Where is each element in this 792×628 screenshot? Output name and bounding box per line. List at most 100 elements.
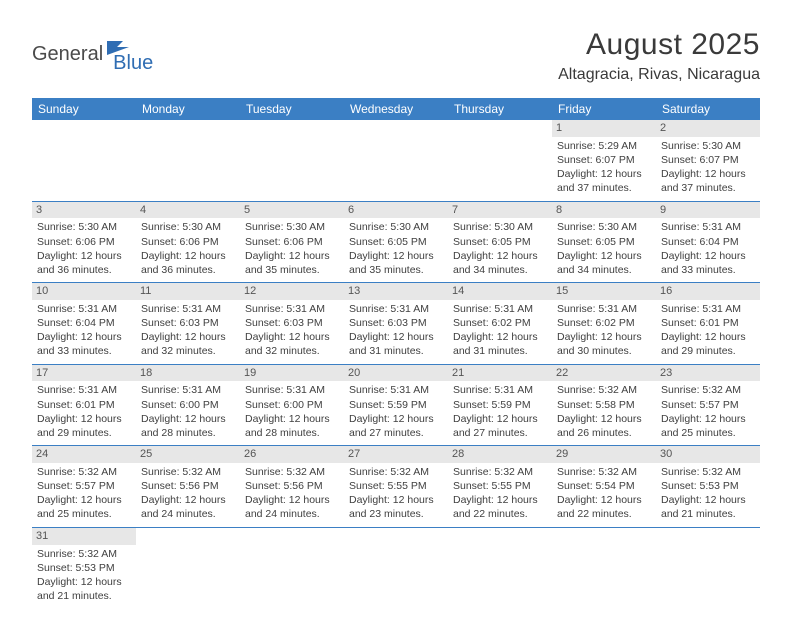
- calendar-row: 10Sunrise: 5:31 AMSunset: 6:04 PMDayligh…: [32, 283, 760, 365]
- calendar-row: 24Sunrise: 5:32 AMSunset: 5:57 PMDayligh…: [32, 446, 760, 528]
- day-number: 28: [448, 446, 552, 463]
- day-number: 15: [552, 283, 656, 300]
- cell-sunrise: Sunrise: 5:30 AM: [349, 220, 443, 234]
- cell-day1: Daylight: 12 hours: [557, 412, 651, 426]
- empty-cell: [32, 120, 136, 201]
- calendar-row: 3Sunrise: 5:30 AMSunset: 6:06 PMDaylight…: [32, 201, 760, 283]
- empty-cell: [136, 527, 240, 608]
- day-cell: 20Sunrise: 5:31 AMSunset: 5:59 PMDayligh…: [344, 364, 448, 446]
- day-cell: 13Sunrise: 5:31 AMSunset: 6:03 PMDayligh…: [344, 283, 448, 365]
- empty-cell: [344, 527, 448, 608]
- day-cell: 22Sunrise: 5:32 AMSunset: 5:58 PMDayligh…: [552, 364, 656, 446]
- cell-sunrise: Sunrise: 5:30 AM: [245, 220, 339, 234]
- day-number: 10: [32, 283, 136, 300]
- location-subtitle: Altagracia, Rivas, Nicaragua: [558, 66, 760, 84]
- cell-day2: and 30 minutes.: [557, 344, 651, 358]
- cell-sunrise: Sunrise: 5:32 AM: [37, 465, 131, 479]
- day-number: 11: [136, 283, 240, 300]
- cell-sunrise: Sunrise: 5:31 AM: [453, 383, 547, 397]
- day-cell: 29Sunrise: 5:32 AMSunset: 5:54 PMDayligh…: [552, 446, 656, 528]
- empty-cell: [448, 527, 552, 608]
- day-number: 1: [552, 120, 656, 137]
- cell-sunrise: Sunrise: 5:30 AM: [661, 139, 755, 153]
- day-cell: 2Sunrise: 5:30 AMSunset: 6:07 PMDaylight…: [656, 120, 760, 201]
- day-number: 21: [448, 365, 552, 382]
- cell-day1: Daylight: 12 hours: [453, 412, 547, 426]
- cell-sunrise: Sunrise: 5:32 AM: [453, 465, 547, 479]
- cell-day1: Daylight: 12 hours: [245, 330, 339, 344]
- cell-day2: and 22 minutes.: [557, 507, 651, 521]
- cell-sunrise: Sunrise: 5:30 AM: [557, 220, 651, 234]
- calendar-header-row: SundayMondayTuesdayWednesdayThursdayFrid…: [32, 98, 760, 120]
- cell-sunset: Sunset: 5:57 PM: [661, 398, 755, 412]
- day-cell: 25Sunrise: 5:32 AMSunset: 5:56 PMDayligh…: [136, 446, 240, 528]
- cell-day2: and 24 minutes.: [141, 507, 235, 521]
- logo: General Blue: [32, 34, 153, 75]
- cell-day2: and 35 minutes.: [245, 263, 339, 277]
- weekday-header: Thursday: [448, 98, 552, 120]
- day-cell: 23Sunrise: 5:32 AMSunset: 5:57 PMDayligh…: [656, 364, 760, 446]
- cell-day2: and 33 minutes.: [661, 263, 755, 277]
- cell-day2: and 33 minutes.: [37, 344, 131, 358]
- cell-day2: and 36 minutes.: [37, 263, 131, 277]
- cell-sunrise: Sunrise: 5:31 AM: [141, 383, 235, 397]
- cell-sunrise: Sunrise: 5:30 AM: [37, 220, 131, 234]
- cell-day2: and 32 minutes.: [245, 344, 339, 358]
- cell-sunrise: Sunrise: 5:31 AM: [37, 302, 131, 316]
- cell-day1: Daylight: 12 hours: [245, 249, 339, 263]
- empty-cell: [240, 120, 344, 201]
- day-number: 5: [240, 202, 344, 219]
- day-cell: 18Sunrise: 5:31 AMSunset: 6:00 PMDayligh…: [136, 364, 240, 446]
- day-cell: 26Sunrise: 5:32 AMSunset: 5:56 PMDayligh…: [240, 446, 344, 528]
- empty-cell: [656, 527, 760, 608]
- cell-day2: and 31 minutes.: [453, 344, 547, 358]
- day-cell: 28Sunrise: 5:32 AMSunset: 5:55 PMDayligh…: [448, 446, 552, 528]
- weekday-header: Sunday: [32, 98, 136, 120]
- cell-sunset: Sunset: 6:01 PM: [37, 398, 131, 412]
- day-cell: 6Sunrise: 5:30 AMSunset: 6:05 PMDaylight…: [344, 201, 448, 283]
- cell-day1: Daylight: 12 hours: [245, 493, 339, 507]
- cell-sunset: Sunset: 6:07 PM: [557, 153, 651, 167]
- cell-day1: Daylight: 12 hours: [349, 330, 443, 344]
- cell-sunrise: Sunrise: 5:32 AM: [141, 465, 235, 479]
- cell-sunrise: Sunrise: 5:32 AM: [661, 383, 755, 397]
- cell-sunset: Sunset: 6:05 PM: [557, 235, 651, 249]
- cell-day2: and 23 minutes.: [349, 507, 443, 521]
- cell-sunset: Sunset: 5:55 PM: [453, 479, 547, 493]
- cell-sunrise: Sunrise: 5:31 AM: [349, 383, 443, 397]
- cell-sunset: Sunset: 5:56 PM: [141, 479, 235, 493]
- cell-sunset: Sunset: 5:56 PM: [245, 479, 339, 493]
- cell-sunset: Sunset: 6:03 PM: [349, 316, 443, 330]
- cell-sunset: Sunset: 6:04 PM: [661, 235, 755, 249]
- day-cell: 1Sunrise: 5:29 AMSunset: 6:07 PMDaylight…: [552, 120, 656, 201]
- day-number: 23: [656, 365, 760, 382]
- cell-day2: and 22 minutes.: [453, 507, 547, 521]
- day-cell: 30Sunrise: 5:32 AMSunset: 5:53 PMDayligh…: [656, 446, 760, 528]
- weekday-header: Tuesday: [240, 98, 344, 120]
- cell-day1: Daylight: 12 hours: [37, 493, 131, 507]
- cell-sunset: Sunset: 6:00 PM: [141, 398, 235, 412]
- cell-day2: and 29 minutes.: [37, 426, 131, 440]
- cell-sunrise: Sunrise: 5:31 AM: [661, 220, 755, 234]
- cell-sunset: Sunset: 6:03 PM: [141, 316, 235, 330]
- day-cell: 12Sunrise: 5:31 AMSunset: 6:03 PMDayligh…: [240, 283, 344, 365]
- day-cell: 21Sunrise: 5:31 AMSunset: 5:59 PMDayligh…: [448, 364, 552, 446]
- day-cell: 5Sunrise: 5:30 AMSunset: 6:06 PMDaylight…: [240, 201, 344, 283]
- cell-sunset: Sunset: 6:06 PM: [245, 235, 339, 249]
- cell-day2: and 34 minutes.: [557, 263, 651, 277]
- day-cell: 9Sunrise: 5:31 AMSunset: 6:04 PMDaylight…: [656, 201, 760, 283]
- day-number: 2: [656, 120, 760, 137]
- day-cell: 15Sunrise: 5:31 AMSunset: 6:02 PMDayligh…: [552, 283, 656, 365]
- cell-day2: and 26 minutes.: [557, 426, 651, 440]
- day-cell: 14Sunrise: 5:31 AMSunset: 6:02 PMDayligh…: [448, 283, 552, 365]
- cell-sunset: Sunset: 6:03 PM: [245, 316, 339, 330]
- cell-day1: Daylight: 12 hours: [557, 167, 651, 181]
- cell-sunrise: Sunrise: 5:31 AM: [141, 302, 235, 316]
- cell-sunrise: Sunrise: 5:32 AM: [349, 465, 443, 479]
- day-number: 4: [136, 202, 240, 219]
- cell-sunset: Sunset: 6:04 PM: [37, 316, 131, 330]
- day-number: 8: [552, 202, 656, 219]
- day-number: 31: [32, 528, 136, 545]
- cell-day2: and 34 minutes.: [453, 263, 547, 277]
- cell-day1: Daylight: 12 hours: [349, 412, 443, 426]
